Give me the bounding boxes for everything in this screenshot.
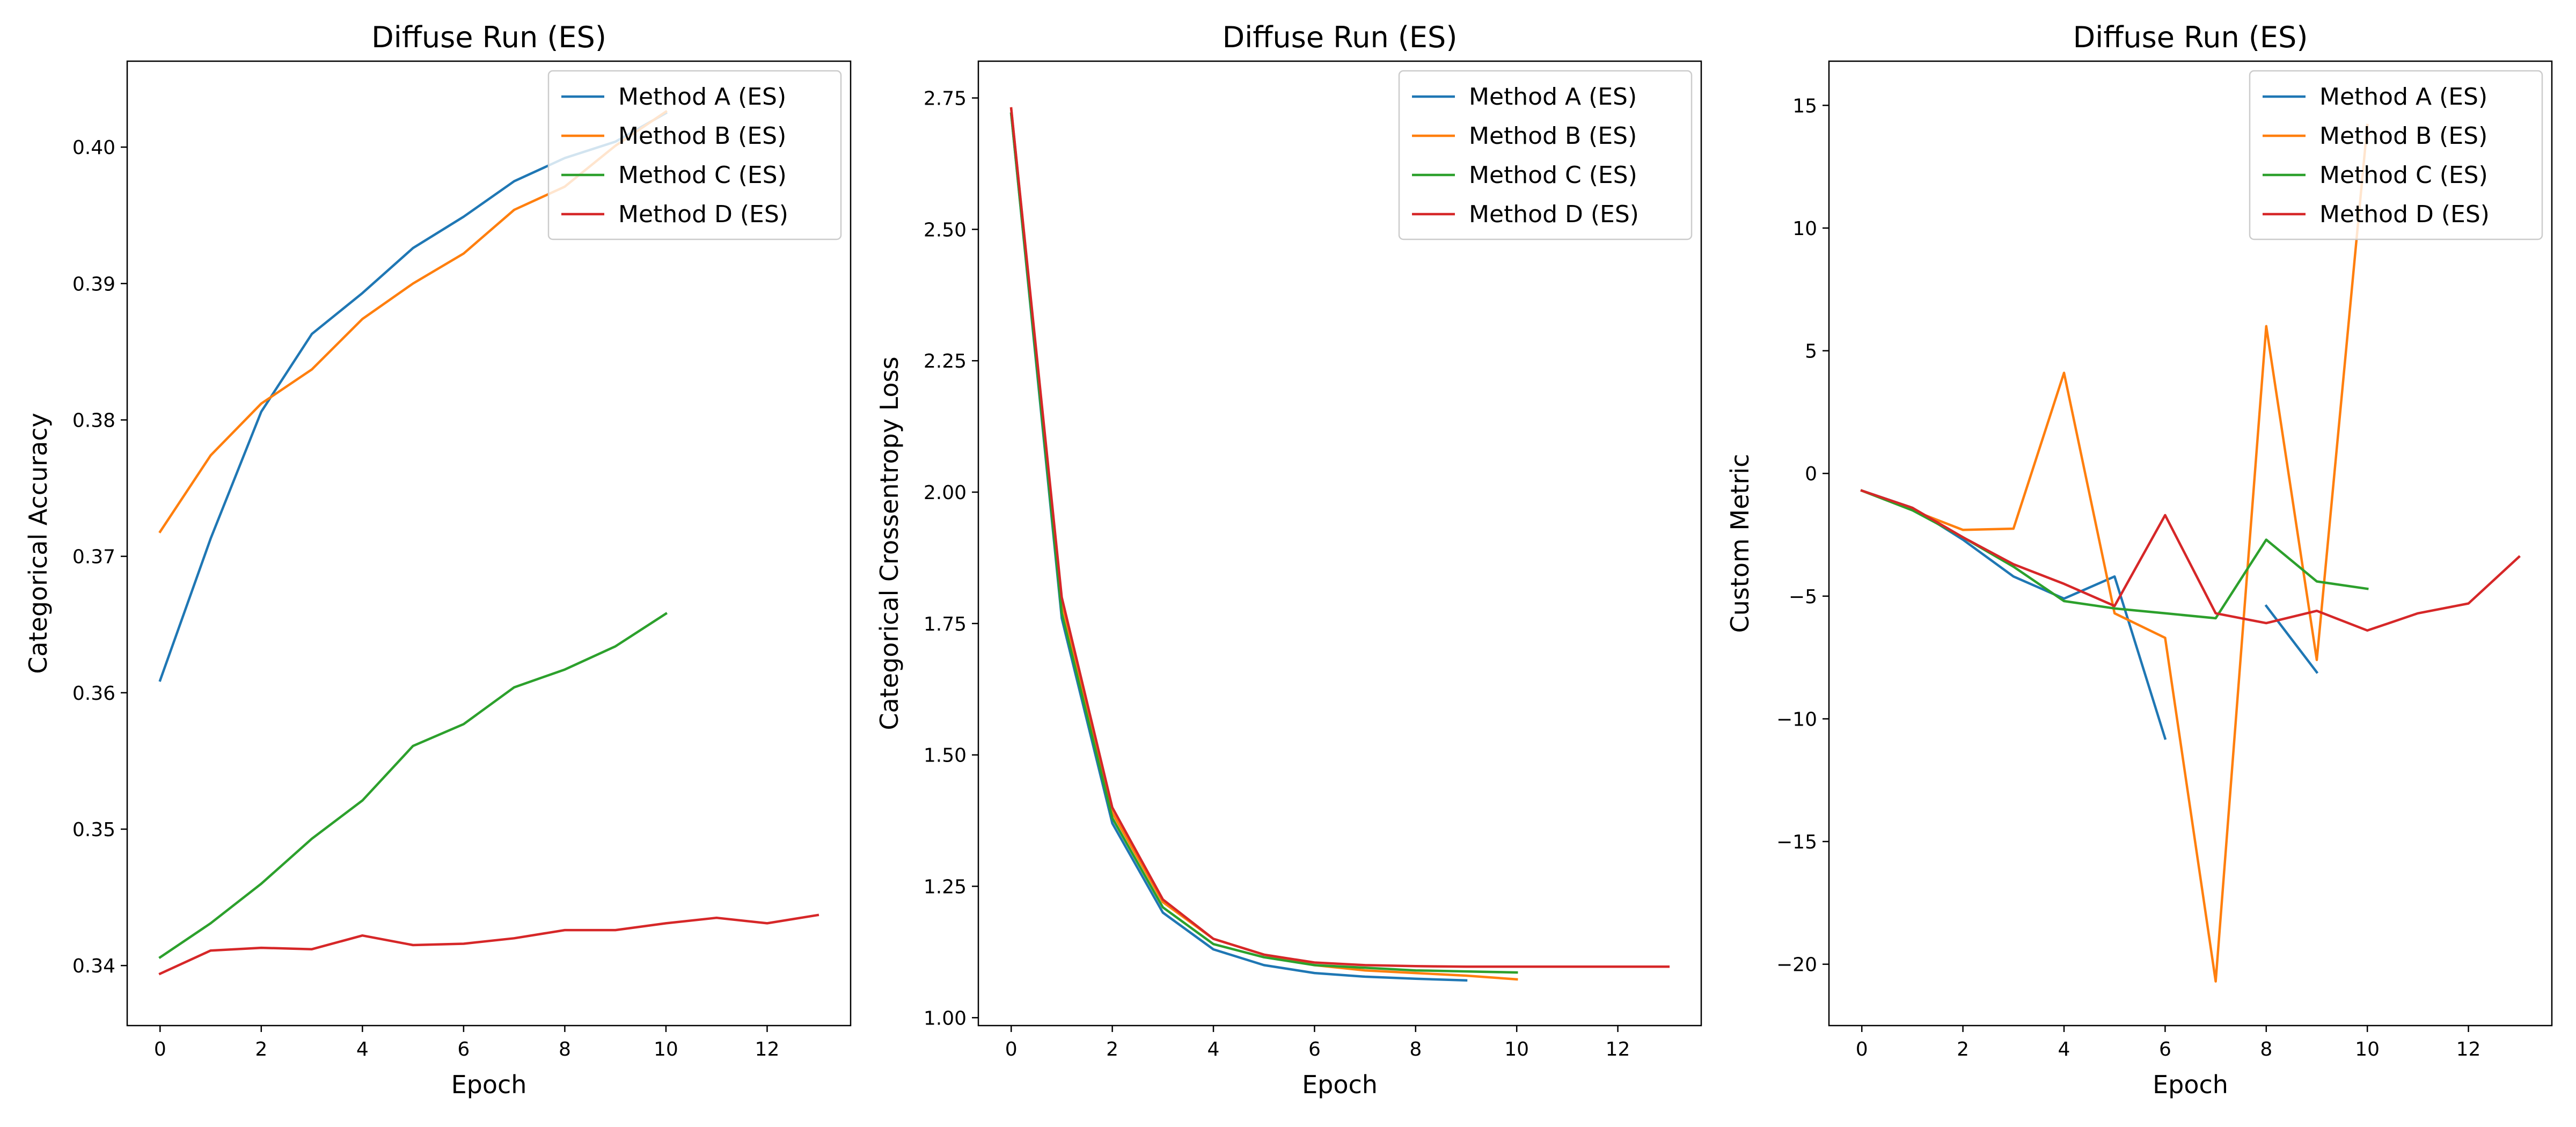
series-line-2 bbox=[1860, 123, 2369, 983]
x-axis-label: Epoch bbox=[2153, 1070, 2228, 1099]
x-tick-label: 2 bbox=[1106, 1038, 1118, 1060]
y-tick-label: 1.50 bbox=[924, 745, 967, 767]
x-tick-label: 10 bbox=[654, 1038, 678, 1060]
chart-panel-3: 0 2 4 6 8 10 12 −20 −15 −10 −5 0 5 10 15 Epoch Custom Me… bbox=[1725, 20, 2553, 1099]
plot-frame bbox=[126, 60, 852, 1027]
plot-frame bbox=[1828, 60, 2553, 1027]
x-tick-label: 10 bbox=[1504, 1038, 1529, 1060]
legend-label-3: Method C (ES) bbox=[2319, 162, 2488, 189]
series-line-3 bbox=[1009, 112, 1518, 974]
legend: Method A (ES) Method B (ES) Method C (ES) M… bbox=[547, 70, 842, 240]
chart-title: Diffuse Run (ES) bbox=[2073, 20, 2308, 54]
y-tick-label: 2.50 bbox=[924, 219, 967, 241]
x-tick-label: 8 bbox=[1409, 1038, 1422, 1060]
series-line-4 bbox=[1860, 489, 2521, 632]
x-axis-label: Epoch bbox=[1302, 1070, 1378, 1099]
legend-label-4: Method D (ES) bbox=[1469, 201, 1639, 228]
x-tick-label: 0 bbox=[154, 1038, 166, 1060]
series-line-3 bbox=[1860, 489, 2369, 620]
legend-label-2: Method B (ES) bbox=[1469, 122, 1637, 150]
y-tick-label: 0.36 bbox=[72, 683, 115, 705]
y-tick-label: 0.34 bbox=[72, 955, 115, 977]
legend-label-4: Method D (ES) bbox=[618, 201, 788, 228]
legend-label-1: Method A (ES) bbox=[1469, 83, 1637, 111]
legend-box bbox=[547, 70, 842, 240]
x-tick-label: 12 bbox=[755, 1038, 780, 1060]
y-tick-label: 15 bbox=[1792, 95, 1817, 117]
y-tick-label: 0.39 bbox=[72, 273, 115, 295]
x-tick-label: 12 bbox=[1606, 1038, 1630, 1060]
legend-label-1: Method A (ES) bbox=[618, 83, 786, 111]
legend: Method A (ES) Method B (ES) Method C (ES) M… bbox=[1398, 70, 1693, 240]
x-tick-label: 4 bbox=[356, 1038, 369, 1060]
legend-label-2: Method B (ES) bbox=[618, 122, 786, 150]
y-tick-label: −10 bbox=[1776, 708, 1817, 730]
legend-label-3: Method C (ES) bbox=[618, 162, 787, 189]
x-tick-label: 2 bbox=[255, 1038, 267, 1060]
y-tick-label: 5 bbox=[1805, 341, 1817, 363]
y-axis-label: Custom Metric bbox=[1725, 454, 1754, 633]
y-axis-label: Categorical Crossentropy Loss bbox=[875, 356, 904, 730]
y-tick-label: −20 bbox=[1776, 954, 1817, 976]
legend-label-3: Method C (ES) bbox=[1469, 162, 1637, 189]
x-tick-label: 6 bbox=[2159, 1038, 2171, 1060]
legend: Method A (ES) Method B (ES) Method C (ES) M… bbox=[2249, 70, 2543, 240]
y-tick-label: 1.00 bbox=[924, 1007, 967, 1029]
series-line-1 bbox=[1009, 112, 1468, 982]
y-tick-label: 1.75 bbox=[924, 613, 967, 635]
y-axis-label: Categorical Accuracy bbox=[24, 413, 53, 674]
x-tick-label: 2 bbox=[1957, 1038, 1969, 1060]
x-tick-label: 10 bbox=[2355, 1038, 2380, 1060]
x-tick-label: 4 bbox=[1208, 1038, 1220, 1060]
legend-box bbox=[2249, 70, 2543, 240]
series-line-1 bbox=[1860, 489, 2319, 740]
series-lines bbox=[1009, 107, 1670, 982]
y-tick-label: 0.37 bbox=[72, 546, 115, 568]
x-tick-label: 8 bbox=[559, 1038, 571, 1060]
x-tick-label: 12 bbox=[2456, 1038, 2481, 1060]
legend-label-1: Method A (ES) bbox=[2319, 83, 2487, 111]
legend-label-2: Method B (ES) bbox=[2319, 122, 2487, 150]
series-line-3 bbox=[158, 612, 668, 960]
y-tick-label: −5 bbox=[1789, 586, 1817, 608]
y-tick-label: 10 bbox=[1792, 218, 1817, 240]
y-tick-label: 0.40 bbox=[72, 137, 115, 159]
x-tick-label: 6 bbox=[457, 1038, 470, 1060]
x-tick-label: 6 bbox=[1308, 1038, 1321, 1060]
x-axis-label: Epoch bbox=[451, 1070, 527, 1099]
y-tick-label: 0.35 bbox=[72, 819, 115, 841]
legend-label-4: Method D (ES) bbox=[2319, 201, 2490, 228]
chart-title: Diffuse Run (ES) bbox=[1223, 20, 1458, 54]
chart-title: Diffuse Run (ES) bbox=[371, 20, 606, 54]
x-tick-label: 8 bbox=[2260, 1038, 2272, 1060]
y-tick-label: 2.25 bbox=[924, 350, 967, 372]
y-tick-label: 0.38 bbox=[72, 409, 115, 431]
x-tick-label: 0 bbox=[1856, 1038, 1868, 1060]
y-tick-label: 1.25 bbox=[924, 876, 967, 898]
x-tick-label: 0 bbox=[1005, 1038, 1018, 1060]
y-tick-label: 2.00 bbox=[924, 482, 967, 504]
y-tick-label: 0 bbox=[1805, 463, 1817, 485]
y-tick-label: −15 bbox=[1776, 831, 1817, 853]
series-line-4 bbox=[1009, 107, 1670, 968]
series-line-4 bbox=[158, 913, 819, 976]
series-lines bbox=[1860, 123, 2521, 983]
series-lines bbox=[158, 109, 819, 976]
chart-panel-1: 0 2 4 6 8 10 12 0.34 0.35 0.36 0.37 0.38 0.39 0.40 Epo… bbox=[24, 20, 852, 1099]
legend-box bbox=[1398, 70, 1693, 240]
plot-frame bbox=[977, 60, 1702, 1027]
chart-panel-2: 0 2 4 6 8 10 12 1.00 1.25 1.50 1.75 2.00 2.25 2.50 2.7… bbox=[875, 20, 1702, 1099]
x-tick-label: 4 bbox=[2058, 1038, 2070, 1060]
y-tick-label: 2.75 bbox=[924, 88, 967, 110]
